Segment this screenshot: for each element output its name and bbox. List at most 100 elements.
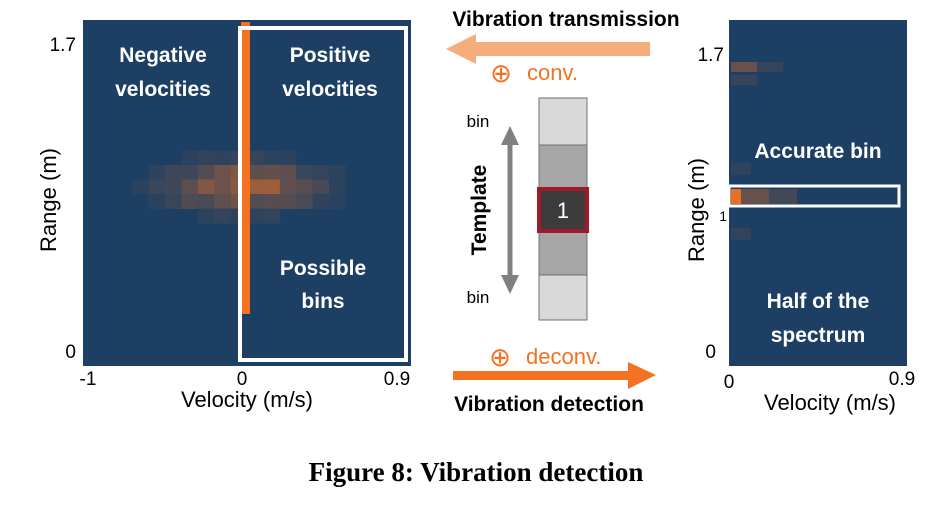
right-y-one-tick: 1: [719, 208, 727, 224]
half-spectrum-label-line1: Half of the: [767, 290, 870, 313]
middle-template-section: Vibration transmission ⊕ conv. 1 bin bin…: [446, 8, 680, 416]
template-label: Template: [468, 165, 491, 256]
heatmap-cell: [263, 150, 281, 166]
template-cell-upper: [538, 144, 588, 190]
heatmap-cell: [312, 179, 330, 195]
heatmap-cell: [296, 179, 314, 195]
transmission-arrow-shaft: [472, 42, 650, 56]
heatmap-cell: [312, 165, 330, 180]
negative-velocities-label-line2: velocities: [115, 78, 211, 101]
heatmap-cell: [263, 208, 281, 224]
conv-label: conv.: [527, 60, 578, 85]
heatmap-cell: [181, 194, 199, 209]
heatmap-cell: [329, 179, 346, 195]
negative-velocities-label-line1: Negative: [119, 44, 207, 67]
template-cell-lower: [538, 230, 588, 276]
heatmap-cell: [731, 163, 751, 175]
left-y-min-tick: 0: [65, 342, 76, 363]
heatmap-cell: [214, 179, 232, 195]
heatmap-cell: [148, 165, 166, 180]
left-x-axis-label: Velocity (m/s): [181, 387, 313, 412]
heatmap-cell: [247, 208, 264, 224]
right-x-axis-label: Velocity (m/s): [764, 390, 896, 415]
possible-bins-label-line2: bins: [301, 290, 344, 313]
heatmap-cell: [741, 189, 769, 204]
heatmap-cell: [296, 194, 314, 209]
template-cell-top: [538, 97, 588, 146]
bin-bottom-label: bin: [467, 288, 490, 307]
vibration-detection-title: Vibration detection: [454, 393, 644, 416]
heatmap-cell: [197, 150, 215, 166]
heatmap-cell: [148, 179, 166, 195]
possible-bins-label-line1: Possible: [280, 257, 366, 280]
heatmap-cell: [731, 62, 757, 72]
figure-caption: Figure 8: Vibration detection: [309, 457, 644, 487]
left-x-mid-tick: 0: [237, 369, 248, 390]
possible-bins-box: [238, 26, 408, 362]
left-y-axis-label: Range (m): [36, 148, 61, 252]
heatmap-cell: [279, 194, 297, 209]
heatmap-cell: [214, 208, 232, 224]
heatmap-cell: [197, 165, 215, 180]
right-y-axis-label: Range (m): [684, 158, 709, 262]
conv-plus-icon: ⊕: [490, 58, 512, 88]
half-spectrum-label-line2: spectrum: [771, 324, 866, 347]
heatmap-cell: [197, 208, 215, 224]
right-heatmap-cells: [731, 62, 797, 240]
heatmap-cell: [757, 62, 783, 72]
deconv-label: deconv.: [526, 344, 601, 369]
detection-arrow-shaft: [453, 371, 631, 380]
right-y-max-tick: 1.7: [698, 45, 724, 66]
right-y-min-tick: 0: [705, 342, 716, 363]
heatmap-cell: [279, 179, 297, 195]
heatmap-cell: [247, 150, 264, 166]
deconv-plus-icon: ⊕: [489, 342, 511, 372]
vibration-transmission-title: Vibration transmission: [452, 8, 679, 31]
heatmap-cell: [279, 165, 297, 180]
heatmap-cell: [247, 194, 264, 209]
template-center-value: 1: [557, 198, 569, 223]
left-x-min-tick: -1: [80, 369, 97, 390]
detection-arrow-right-icon: [628, 362, 656, 389]
transmission-arrow-left-icon: [446, 34, 476, 64]
heatmap-cell: [279, 150, 297, 166]
heatmap-cell: [165, 194, 182, 209]
positive-velocities-label-line1: Positive: [290, 44, 371, 67]
heatmap-cell: [197, 179, 215, 195]
template-arrow-down-icon: [501, 275, 519, 294]
heatmap-cell: [148, 194, 166, 209]
heatmap-cell: [165, 179, 182, 195]
heatmap-cell: [312, 194, 330, 209]
heatmap-cell: [181, 150, 199, 166]
heatmap-cell: [263, 179, 281, 195]
heatmap-cell: [731, 189, 741, 204]
left-x-max-tick: 0.9: [384, 369, 410, 390]
heatmap-cell: [731, 228, 751, 240]
heatmap-cell: [165, 165, 182, 180]
zero-velocity-line: [241, 22, 250, 314]
bin-top-label: bin: [467, 112, 490, 131]
heatmap-cell: [296, 165, 314, 180]
accurate-bin-label: Accurate bin: [754, 140, 881, 163]
heatmap-cell: [263, 194, 281, 209]
right-spectrum-panel: Accurate bin Half of the spectrum 1.7 1 …: [684, 20, 915, 415]
heatmap-cell: [132, 179, 150, 195]
heatmap-cell: [769, 189, 797, 204]
template-cell-bottom: [538, 274, 588, 321]
heatmap-cell: [329, 165, 346, 180]
right-x-min-tick: 0: [724, 372, 735, 393]
left-spectrum-panel: Negative velocities Positive velocities …: [36, 20, 411, 412]
heatmap-cell: [263, 165, 281, 180]
heatmap-cell: [329, 194, 346, 209]
right-x-max-tick: 0.9: [889, 369, 915, 390]
heatmap-cell: [214, 165, 232, 180]
positive-velocities-label-line2: velocities: [282, 78, 378, 101]
heatmap-cell: [214, 194, 232, 209]
heatmap-cell: [731, 75, 757, 85]
heatmap-cell: [197, 194, 215, 209]
left-y-max-tick: 1.7: [50, 35, 76, 56]
template-center-cell: [537, 187, 589, 233]
heatmap-cell: [247, 165, 264, 180]
heatmap-cell: [214, 150, 232, 166]
